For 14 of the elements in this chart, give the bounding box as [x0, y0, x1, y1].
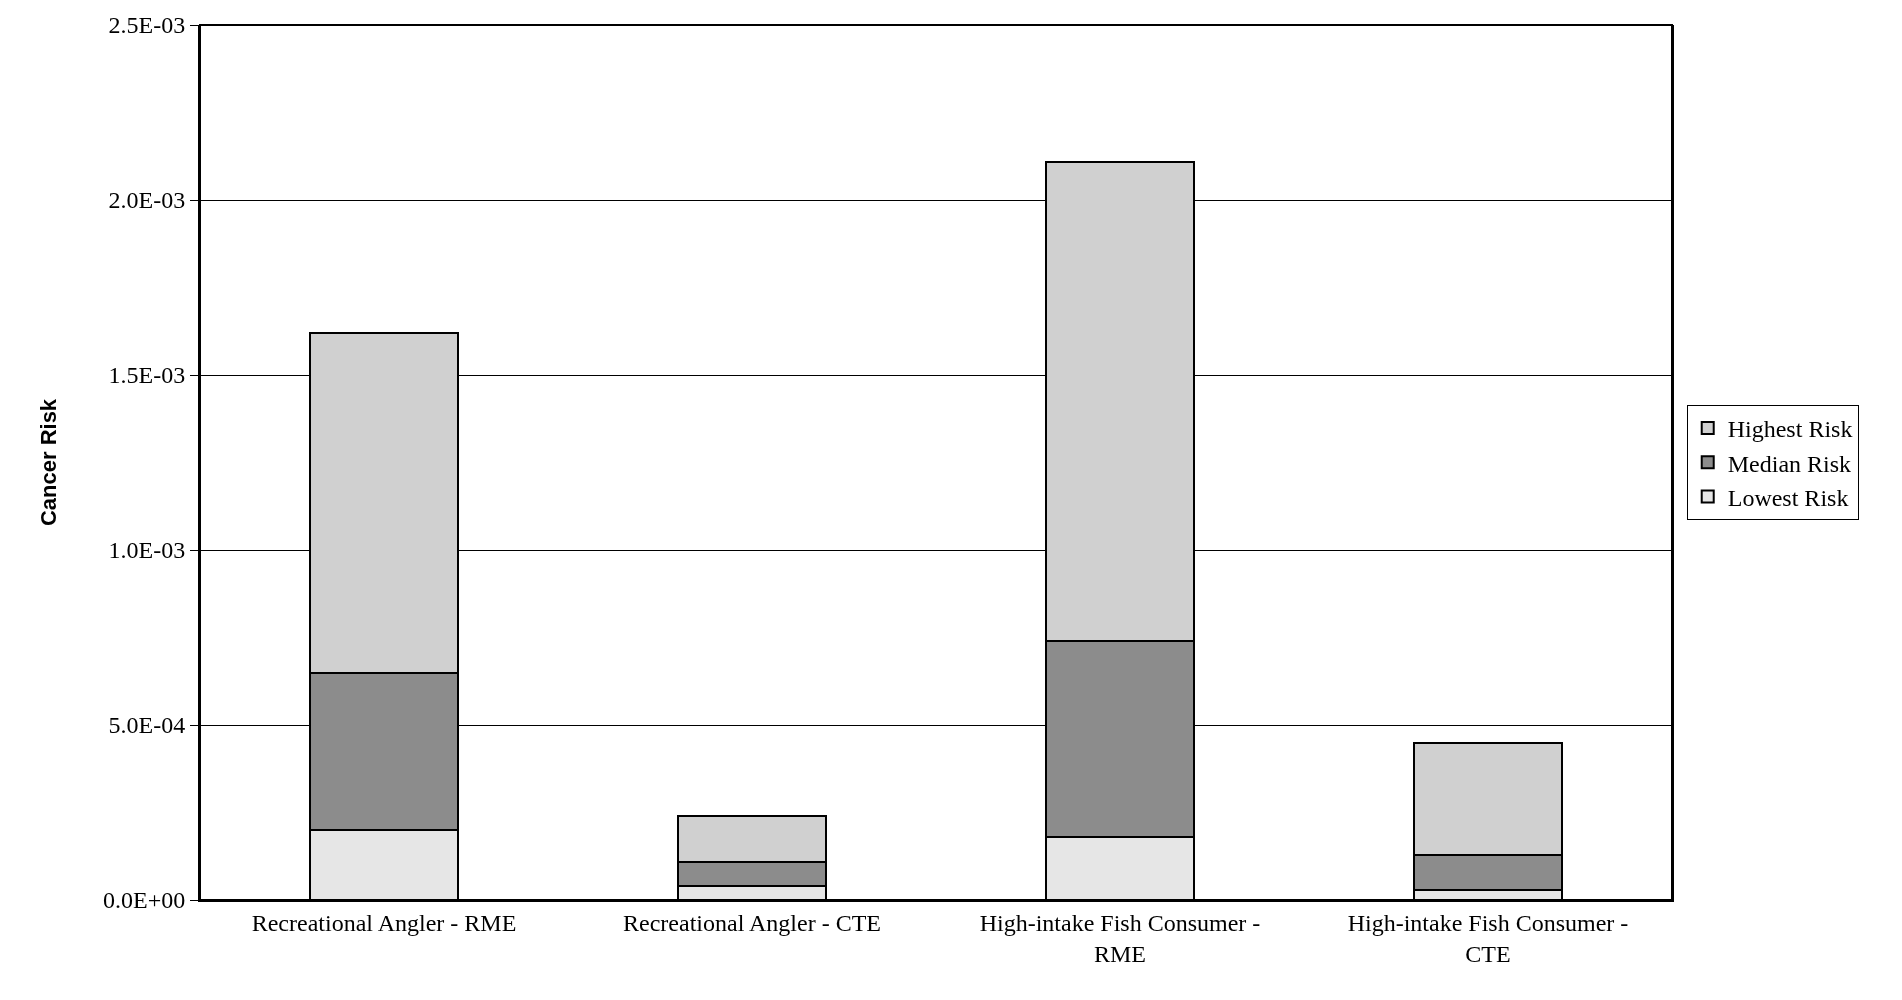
x-tick-label: High-intake Fish Consumer - CTE [1347, 909, 1629, 967]
y-tick-label: 2.5E-03 [108, 12, 186, 39]
x-tick-label: High-intake Fish Consumer - RME [979, 909, 1261, 967]
legend-label: Median Risk [1727, 450, 1852, 477]
y-tick-label: 5.0E-04 [108, 712, 186, 739]
x-tick-label: Recreational Angler - CTE [623, 909, 881, 936]
y-tick-label: 0.0E+00 [103, 887, 186, 914]
y-tick-label: 1.0E-03 [108, 537, 186, 564]
legend-label: Lowest Risk [1727, 484, 1849, 511]
legend-label: Highest Risk [1727, 416, 1853, 443]
y-tick-label: 2.0E-03 [108, 187, 186, 214]
y-tick-label: 1.5E-03 [108, 362, 186, 389]
y-axis-title: Cancer Risk [36, 398, 62, 527]
x-tick-label: Recreational Angler - RME [251, 909, 517, 936]
